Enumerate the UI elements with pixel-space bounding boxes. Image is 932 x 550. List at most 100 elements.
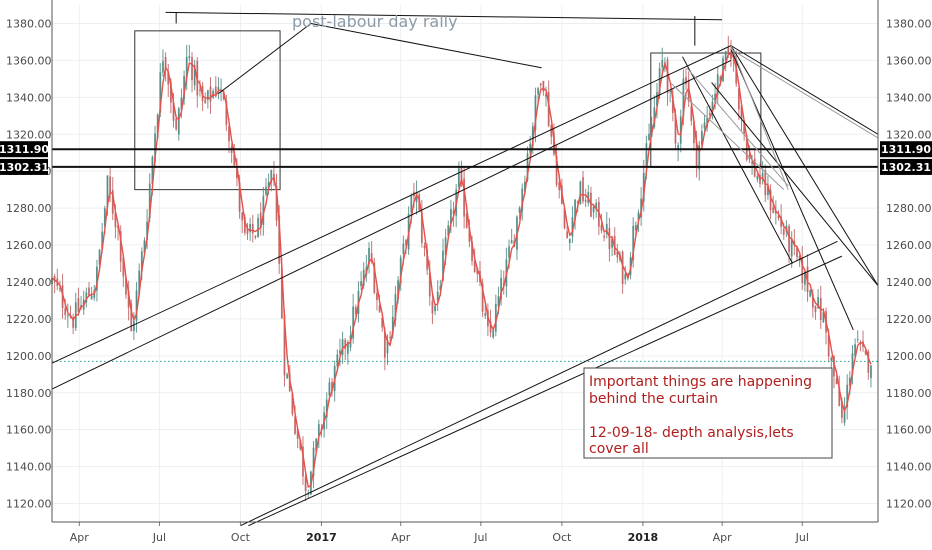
candle-body	[294, 416, 296, 434]
candle-body	[431, 300, 434, 314]
candle-body	[53, 276, 56, 282]
candle-body	[698, 145, 701, 170]
candle-body	[90, 295, 93, 300]
candle-body	[650, 124, 653, 137]
candle-body	[537, 88, 539, 95]
candle-body	[814, 305, 817, 312]
candle-body	[265, 186, 267, 195]
candle-body	[436, 291, 439, 301]
candle-body	[286, 374, 289, 379]
x-tick-label: Jul	[795, 531, 809, 544]
candle-body	[428, 272, 431, 297]
candle-body	[109, 176, 112, 194]
note-line-5: cover all	[589, 441, 649, 457]
candle-body	[228, 126, 230, 142]
candle-body	[188, 56, 191, 59]
y-tick-label-right: 1140.00	[886, 461, 932, 474]
candle-body	[127, 291, 130, 308]
note-box-frame	[583, 367, 833, 459]
candle-body	[159, 72, 162, 113]
candle-body	[661, 60, 664, 68]
candle-body	[634, 225, 637, 231]
candle-body	[96, 266, 98, 291]
candle-body	[732, 60, 735, 62]
price-badge-left-label: 1302.31	[0, 161, 49, 174]
price-badge-right-label: 1302.31	[881, 161, 931, 174]
price-badge-right	[880, 158, 932, 175]
candle-body	[714, 93, 716, 102]
candle-body	[854, 344, 857, 357]
candle-body	[463, 178, 466, 217]
y-tick-label-right: 1180.00	[886, 387, 932, 400]
candle-body	[183, 76, 185, 100]
candle-body	[450, 208, 452, 224]
candle-body	[175, 118, 178, 130]
candle-body	[793, 240, 796, 245]
candle-body	[809, 290, 812, 297]
candle-body	[241, 212, 244, 221]
down-fan-left	[682, 56, 794, 264]
candle-body	[249, 223, 252, 233]
candle-body	[447, 225, 450, 236]
candle-body	[508, 246, 510, 258]
candle-body	[378, 305, 381, 313]
y-tick-label-left: 1360.00	[6, 54, 52, 67]
top-right-fan	[730, 45, 879, 135]
candle-body	[473, 260, 476, 273]
candle-body	[206, 90, 209, 101]
candle-body	[354, 307, 357, 314]
box-2016	[134, 30, 281, 191]
candle-body	[204, 99, 207, 103]
candle-body	[339, 350, 341, 354]
candle-body	[539, 83, 542, 86]
candle-body	[761, 172, 764, 180]
lower-channel-a	[240, 240, 838, 527]
candle-body	[838, 387, 841, 407]
candle-body	[291, 393, 294, 415]
candle-body	[611, 238, 613, 248]
candle-body	[605, 223, 608, 235]
candle-body	[420, 211, 423, 244]
candle-body	[772, 207, 775, 213]
candle-body	[307, 493, 310, 495]
grey-trendline	[669, 82, 785, 191]
candle-body	[817, 297, 820, 309]
candle-body	[346, 341, 349, 354]
candle-body	[336, 354, 339, 367]
candle-body	[843, 409, 846, 423]
candle-body	[101, 231, 104, 250]
candle-body	[344, 339, 347, 350]
candle-body	[656, 92, 658, 107]
y-tick-label-left: 1120.00	[6, 498, 52, 511]
candle-body	[148, 183, 151, 219]
candle-body	[85, 292, 88, 303]
candle-body	[460, 166, 463, 181]
candle-body	[642, 172, 645, 202]
candle-body	[135, 290, 138, 321]
candle-body	[275, 185, 278, 221]
candle-body	[796, 246, 798, 258]
y-tick-label-left: 1260.00	[6, 239, 52, 252]
candle-body	[280, 266, 283, 319]
candle-body	[658, 68, 661, 95]
candle-body	[317, 424, 320, 436]
candle-body	[405, 240, 407, 246]
candle-body	[328, 382, 331, 396]
candle-body	[119, 231, 122, 262]
candle-body	[468, 227, 471, 242]
candle-body	[143, 240, 146, 253]
candle-body	[391, 316, 394, 335]
x-tick-label: Jul	[473, 531, 487, 544]
candle-body	[624, 274, 627, 280]
candle-body	[106, 175, 109, 208]
x-tick-label: 2017	[306, 531, 337, 544]
candle-body	[325, 399, 328, 418]
y-tick-label-left: 1240.00	[6, 276, 52, 289]
candle-body	[534, 95, 537, 130]
candle-body	[830, 357, 833, 361]
candle-body	[217, 87, 220, 91]
candle-body	[864, 350, 867, 355]
candle-body	[162, 61, 164, 73]
y-tick-label-right: 1200.00	[886, 350, 932, 363]
candle-body	[840, 400, 843, 418]
